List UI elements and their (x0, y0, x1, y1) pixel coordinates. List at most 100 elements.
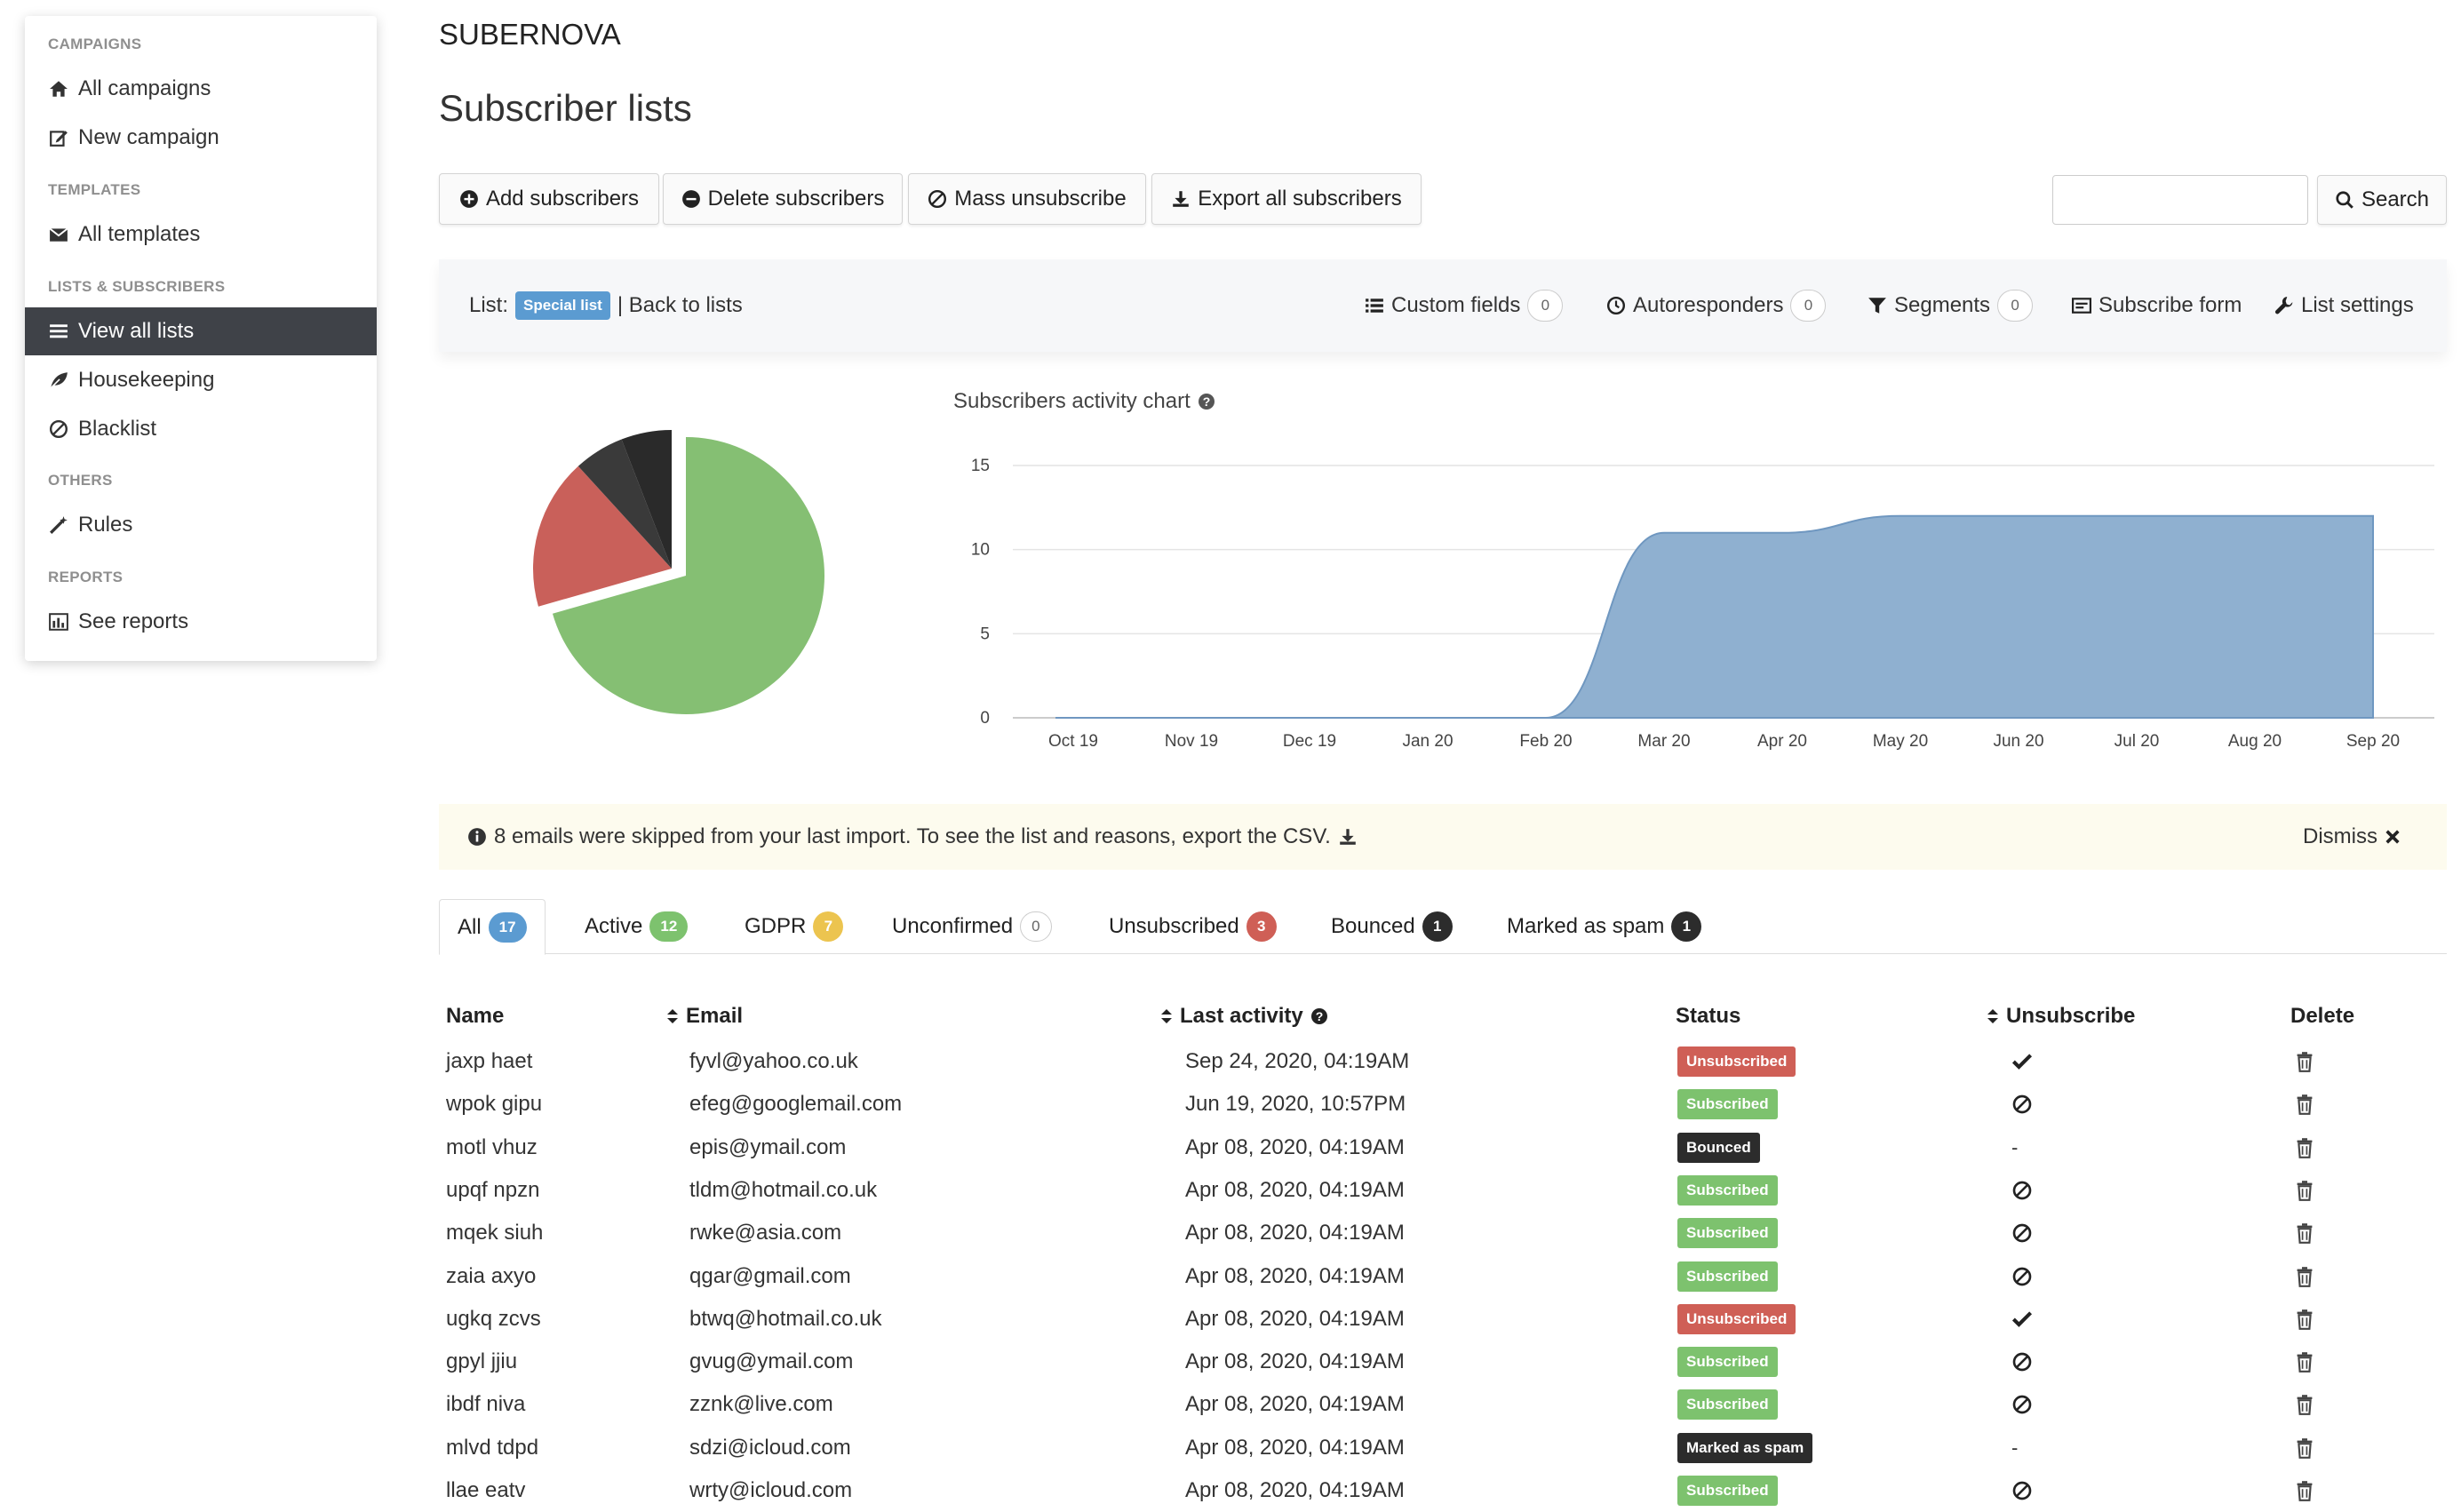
search-input[interactable] (2052, 175, 2308, 225)
x-tick-label: Oct 19 (1048, 732, 1098, 751)
unsubscribe-action[interactable] (2011, 1298, 2033, 1341)
subscriber-name[interactable]: upqf npzn (446, 1177, 540, 1202)
ban-icon[interactable] (2011, 1094, 2033, 1115)
tab-unconfirmed[interactable]: Unconfirmed 0 (892, 899, 1052, 954)
sidebar-heading: TEMPLATES (48, 181, 141, 198)
delete-action[interactable] (2294, 1083, 2315, 1126)
trash-icon[interactable] (2294, 1351, 2315, 1373)
unsubscribe-action[interactable] (2011, 1212, 2033, 1254)
mass-unsubscribe-button[interactable]: Mass unsubscribe (908, 173, 1146, 225)
ban-icon[interactable] (2011, 1394, 2033, 1415)
unsubscribe-action[interactable] (2011, 1469, 2033, 1512)
pie-slice-marked-as-spam[interactable] (621, 430, 672, 569)
last-activity-column-header[interactable]: Last activity ? (1160, 1004, 1328, 1029)
subscriber-name[interactable]: mlvd tdpd (446, 1435, 539, 1460)
export-all-subscribers-button[interactable]: Export all subscribers (1151, 173, 1422, 225)
subscriber-name[interactable]: wpok gipu (446, 1092, 543, 1117)
unsubscribe-column-header[interactable]: Unsubscribe (1987, 1004, 2135, 1029)
question-circle-icon[interactable]: ? (1198, 393, 1215, 410)
sidebar: CAMPAIGNS All campaigns New campaign TEM… (25, 16, 377, 661)
ban-icon[interactable] (2011, 1180, 2033, 1201)
subscriber-name[interactable]: zaia axyo (446, 1263, 537, 1288)
email-column-header[interactable]: Email (666, 1004, 743, 1029)
activity-area-series[interactable] (1055, 514, 2374, 719)
unsubscribe-action[interactable] (2011, 1083, 2033, 1126)
trash-icon[interactable] (2294, 1266, 2315, 1287)
tab-marked-as-spam[interactable]: Marked as spam 1 (1507, 899, 1702, 954)
dismiss-button[interactable]: Dismiss (2303, 824, 2401, 849)
check-icon[interactable] (2011, 1051, 2033, 1072)
subscriber-name[interactable]: motl vhuz (446, 1134, 538, 1159)
trash-icon[interactable] (2294, 1309, 2315, 1330)
sidebar-item-see-reports[interactable]: See reports (25, 598, 377, 646)
segments-link[interactable]: Segments 0 (1868, 259, 2034, 352)
delete-action[interactable] (2294, 1298, 2315, 1341)
unsubscribe-action[interactable] (2011, 1169, 2033, 1212)
delete-action[interactable] (2294, 1212, 2315, 1254)
delete-action[interactable] (2294, 1169, 2315, 1212)
sidebar-item-blacklist[interactable]: Blacklist (25, 405, 377, 453)
question-circle-icon[interactable]: ? (1310, 1007, 1328, 1025)
delete-action[interactable] (2294, 1255, 2315, 1298)
sidebar-heading: OTHERS (48, 472, 113, 489)
delete-action[interactable] (2294, 1341, 2315, 1383)
subscribe-form-link[interactable]: Subscribe form (2072, 259, 2242, 352)
pie-slice-active[interactable] (552, 437, 824, 714)
pie-slice-unsubscribed[interactable] (533, 466, 672, 607)
sidebar-item-all-campaigns[interactable]: All campaigns (25, 65, 377, 113)
sidebar-item-housekeeping[interactable]: Housekeeping (25, 356, 377, 404)
table-row: zaia axyo qgar@gmail.com Apr 08, 2020, 0… (439, 1255, 2447, 1298)
unsubscribe-action[interactable] (2011, 1383, 2033, 1426)
ban-icon[interactable] (2011, 1351, 2033, 1373)
list-settings-link[interactable]: List settings (2274, 259, 2414, 352)
delete-action[interactable] (2294, 1383, 2315, 1426)
subscriber-name[interactable]: gpyl jjiu (446, 1349, 518, 1374)
sidebar-item-all-templates[interactable]: All templates (25, 211, 377, 259)
delete-action[interactable] (2294, 1427, 2315, 1469)
check-icon[interactable] (2011, 1309, 2033, 1330)
status-cell: Subscribed (1677, 1255, 1778, 1298)
tab-all[interactable]: All 17 (439, 899, 546, 955)
delete-subscribers-button[interactable]: Delete subscribers (663, 173, 903, 225)
ban-icon[interactable] (2011, 1266, 2033, 1287)
search-button[interactable]: Search (2317, 175, 2447, 225)
sidebar-item-new-campaign[interactable]: New campaign (25, 114, 377, 162)
trash-icon[interactable] (2294, 1137, 2315, 1158)
subscriber-name[interactable]: ugkq zcvs (446, 1306, 541, 1331)
tab-gdpr[interactable]: GDPR 7 (745, 899, 844, 954)
unsubscribe-action[interactable] (2011, 1341, 2033, 1383)
sidebar-item-view-all-lists[interactable]: View all lists (25, 307, 377, 355)
custom-fields-link[interactable]: Custom fields 0 (1365, 259, 1564, 352)
trash-icon[interactable] (2294, 1051, 2315, 1072)
trash-icon[interactable] (2294, 1180, 2315, 1201)
trash-icon[interactable] (2294, 1394, 2315, 1416)
status-column-header[interactable]: Status (1676, 1004, 1740, 1029)
delete-action[interactable] (2294, 1469, 2315, 1512)
delete-action[interactable] (2294, 1126, 2315, 1169)
name-column-header[interactable]: Name (446, 1004, 504, 1029)
ban-icon[interactable] (2011, 1480, 2033, 1501)
tab-bounced[interactable]: Bounced 1 (1331, 899, 1453, 954)
subscriber-name[interactable]: ibdf niva (446, 1392, 526, 1417)
status-badge: Subscribed (1677, 1347, 1778, 1378)
autoresponders-link[interactable]: Autoresponders 0 (1606, 259, 1827, 352)
back-to-lists-link[interactable]: | Back to lists (617, 293, 743, 317)
trash-icon[interactable] (2294, 1437, 2315, 1459)
delete-action[interactable] (2294, 1040, 2315, 1083)
add-subscribers-button[interactable]: Add subscribers (439, 173, 659, 225)
tab-active[interactable]: Active 12 (585, 899, 689, 954)
trash-icon[interactable] (2294, 1480, 2315, 1501)
ban-icon[interactable] (2011, 1222, 2033, 1244)
pie-slice-bounced[interactable] (577, 439, 672, 569)
sidebar-item-rules[interactable]: Rules (25, 501, 377, 549)
tab-unsubscribed[interactable]: Unsubscribed 3 (1109, 899, 1277, 954)
download-csv-icon[interactable] (1338, 827, 1358, 847)
subscriber-name[interactable]: llae eatv (446, 1478, 526, 1502)
unsubscribe-action[interactable] (2011, 1255, 2033, 1298)
sort-icon (1161, 1009, 1172, 1023)
trash-icon[interactable] (2294, 1222, 2315, 1245)
unsubscribe-action[interactable] (2011, 1040, 2033, 1083)
subscriber-name[interactable]: jaxp haet (446, 1049, 533, 1073)
trash-icon[interactable] (2294, 1094, 2315, 1116)
subscriber-name[interactable]: mqek siuh (446, 1221, 544, 1245)
